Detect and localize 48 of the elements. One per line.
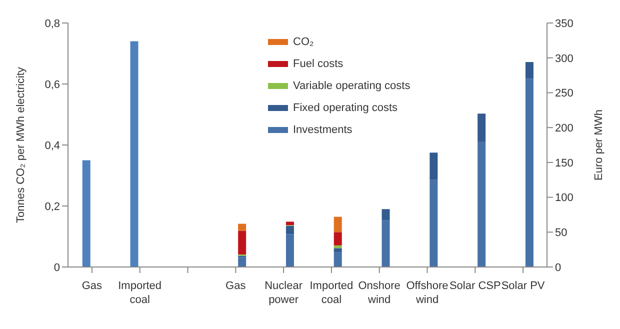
- bar: [238, 257, 246, 267]
- x-tick-label: Offshore wind: [406, 280, 448, 306]
- y2-tick-label: 200: [555, 122, 574, 134]
- bar: [430, 180, 438, 267]
- y2-tick-label: 150: [555, 157, 574, 170]
- bar: [525, 78, 534, 267]
- x-tick-label: Solar PV: [501, 280, 546, 292]
- y2-tick-label: 350: [555, 18, 574, 30]
- legend-label: Investments: [293, 124, 352, 136]
- bar: [382, 209, 390, 220]
- y-tick-label: 0,2: [44, 200, 60, 213]
- legend-label: Fixed operating costs: [293, 102, 398, 114]
- y2-tick-label: 100: [555, 192, 574, 204]
- bar: [478, 114, 486, 142]
- y-tick-label: 0,6: [44, 78, 60, 91]
- bar: [286, 226, 294, 234]
- x-tick-label: Solar CSP: [449, 280, 501, 292]
- legend-label: Variable operating costs: [293, 80, 410, 92]
- x-tick-label: Imported coal: [310, 280, 354, 306]
- legend-label: Fuel costs: [293, 58, 344, 70]
- x-tick-label: Gas: [82, 280, 103, 292]
- bar: [238, 230, 246, 254]
- x-tick-label: Gas: [226, 280, 246, 292]
- legend-label: CO₂: [293, 36, 314, 48]
- bar: [525, 62, 534, 79]
- bar: [334, 232, 342, 246]
- x-tick-label: Imported coal: [118, 280, 162, 306]
- y-tick-label: 0,4: [44, 140, 60, 152]
- bar: [286, 222, 294, 226]
- y-tick-label: 0: [54, 262, 60, 274]
- x-tick-label: Onshore wind: [358, 280, 400, 306]
- bar: [334, 216, 342, 232]
- bar: [478, 142, 486, 267]
- bar: [334, 245, 342, 248]
- y-tick-label: 0,8: [44, 18, 60, 30]
- bar: [334, 252, 342, 267]
- x-tick-label: Nuclear power: [264, 280, 303, 306]
- bar: [382, 220, 390, 267]
- y2-tick-label: 250: [555, 88, 574, 100]
- bar: [238, 224, 246, 231]
- bar: [334, 248, 342, 252]
- y-axis-title: Tonnes CO₂ per MWh electricity: [14, 66, 27, 223]
- y2-tick-label: 0: [555, 262, 562, 274]
- y2-tick-label: 50: [555, 227, 568, 240]
- bar: [286, 234, 294, 267]
- bar: [430, 152, 438, 180]
- y2-axis-title: Euro per MWh: [592, 110, 605, 180]
- y2-tick-label: 300: [555, 52, 574, 65]
